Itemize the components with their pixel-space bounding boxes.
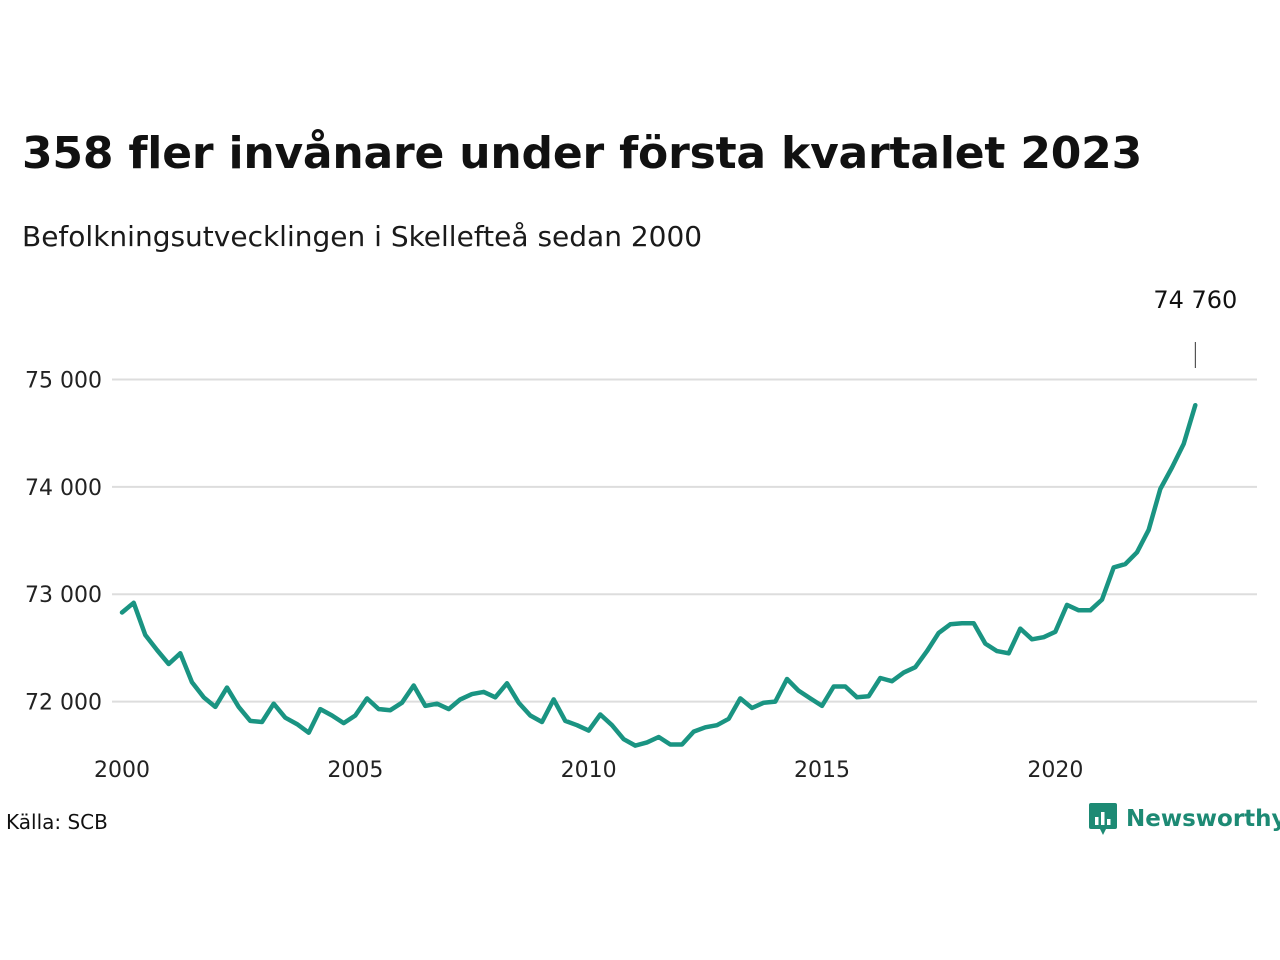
y-axis-ticks: 75 000 74 000 73 000 72 000 [25, 368, 102, 715]
y-tick-label: 73 000 [25, 583, 102, 608]
chart-subtitle: Befolkningsutvecklingen i Skellefteå sed… [22, 220, 703, 253]
chart-title: 358 fler invånare under första kvartalet… [22, 128, 1143, 179]
x-tick-label: 2000 [94, 758, 150, 783]
end-value-label: 74 760 [1153, 286, 1237, 314]
x-axis-ticks: 2000 2005 2010 2015 2020 [94, 758, 1083, 783]
x-tick-label: 2015 [794, 758, 850, 783]
y-tick-label: 72 000 [25, 691, 102, 716]
x-tick-label: 2005 [327, 758, 383, 783]
brand-name: Newsworthy [1126, 806, 1280, 832]
x-tick-label: 2020 [1027, 758, 1083, 783]
population-line [119, 402, 1198, 748]
end-label-layer: 74 760 [1153, 286, 1237, 368]
source-note: Källa: SCB [6, 810, 108, 834]
x-tick-label: 2010 [561, 758, 617, 783]
brand-logo: Newsworthy [1088, 802, 1280, 836]
gridlines [112, 378, 1257, 703]
newsworthy-logo-icon [1089, 803, 1117, 835]
series-layer [119, 402, 1198, 748]
y-tick-label: 75 000 [25, 368, 102, 393]
y-tick-label: 74 000 [25, 476, 102, 501]
line-chart: 75 000 74 000 73 000 72 000 2000 2005 2010 201… [25, 286, 1257, 783]
